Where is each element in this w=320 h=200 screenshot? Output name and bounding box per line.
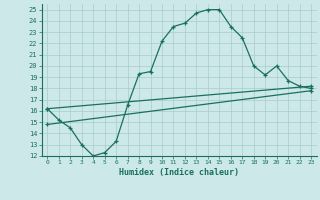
X-axis label: Humidex (Indice chaleur): Humidex (Indice chaleur) [119,168,239,177]
